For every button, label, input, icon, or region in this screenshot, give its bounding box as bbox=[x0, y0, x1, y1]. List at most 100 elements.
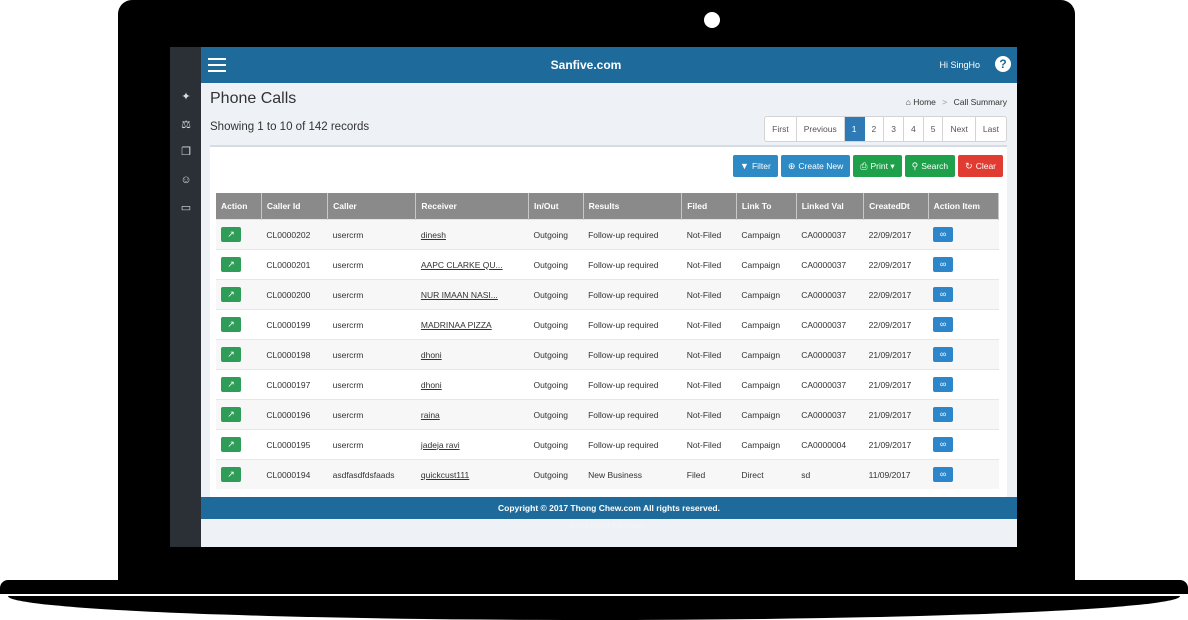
col-caller[interactable]: Caller bbox=[327, 193, 417, 220]
action-cell: ↗ bbox=[216, 369, 262, 400]
cell-results: Follow-up required bbox=[583, 219, 682, 250]
help-icon[interactable]: ? bbox=[995, 56, 1011, 72]
link-icon[interactable]: ∞ bbox=[933, 467, 954, 482]
action-item-cell: ∞ bbox=[928, 279, 999, 310]
cell-linked-val: CA0000037 bbox=[796, 279, 864, 310]
link-icon[interactable]: ∞ bbox=[933, 347, 954, 362]
cell-receiver[interactable]: raina bbox=[415, 399, 529, 430]
filter-button[interactable]: ▼ Filter bbox=[733, 155, 778, 177]
link-icon[interactable]: ∞ bbox=[933, 377, 954, 392]
pager-next[interactable]: Next bbox=[943, 117, 976, 141]
pager-page-2[interactable]: 2 bbox=[865, 117, 885, 141]
open-record-icon[interactable]: ↗ bbox=[221, 317, 241, 332]
open-record-icon[interactable]: ↗ bbox=[221, 407, 241, 422]
footer: Copyright © 2017 Thong Chew.com All righ… bbox=[201, 497, 1017, 519]
pager-first[interactable]: First bbox=[765, 117, 797, 141]
users-icon[interactable]: ☺ bbox=[180, 174, 192, 186]
cell-filed: Not-Filed bbox=[681, 339, 737, 370]
col-caller-id[interactable]: Caller Id bbox=[261, 193, 329, 220]
cell-caller-id: CL0000195 bbox=[261, 429, 328, 460]
cell-receiver[interactable]: jadeja ravi bbox=[415, 429, 529, 460]
open-record-icon[interactable]: ↗ bbox=[221, 257, 241, 272]
cubes-icon[interactable]: ✦ bbox=[181, 91, 191, 103]
cell-link-to: Campaign bbox=[736, 309, 797, 340]
cell-receiver[interactable]: MADRINAA PIZZA bbox=[415, 309, 529, 340]
page-title: Phone Calls bbox=[210, 90, 297, 107]
cell-receiver[interactable]: dinesh bbox=[415, 219, 529, 250]
link-icon[interactable]: ∞ bbox=[933, 407, 954, 422]
cell-caller-id: CL0000202 bbox=[261, 219, 328, 250]
filter-label: Filter bbox=[751, 161, 771, 171]
pagination: First Previous 1 2 3 4 5 Next Last bbox=[764, 116, 1007, 142]
cell-receiver[interactable]: dhoni bbox=[415, 369, 529, 400]
cell-caller-id: CL0000196 bbox=[261, 399, 328, 430]
clear-button[interactable]: ↻ Clear bbox=[958, 155, 1003, 177]
user-greeting[interactable]: Hi SingHo bbox=[939, 60, 980, 70]
col-receiver[interactable]: Receiver bbox=[415, 193, 529, 220]
col-link-to[interactable]: Link To bbox=[736, 193, 797, 220]
cell-linked-val: CA0000004 bbox=[796, 429, 864, 460]
desktop-icon[interactable]: ▭ bbox=[180, 202, 192, 214]
cell-caller: usercrm bbox=[327, 429, 416, 460]
pager-page-1[interactable]: 1 bbox=[844, 117, 865, 141]
cell-link-to: Campaign bbox=[736, 249, 797, 280]
print-button[interactable]: ⎙ Print ▾ bbox=[853, 155, 902, 177]
cell-results: Follow-up required bbox=[583, 279, 682, 310]
pager-page-3[interactable]: 3 bbox=[884, 117, 904, 141]
breadcrumb-home[interactable]: Home bbox=[913, 97, 936, 107]
cell-receiver[interactable]: NUR IMAAN NASI... bbox=[415, 279, 529, 310]
pager-previous[interactable]: Previous bbox=[797, 117, 845, 141]
col-results[interactable]: Results bbox=[583, 193, 683, 220]
cell-filed: Not-Filed bbox=[681, 429, 737, 460]
plus-circle-icon: ⊕ bbox=[787, 161, 796, 171]
pager-page-4[interactable]: 4 bbox=[904, 117, 924, 141]
open-record-icon[interactable]: ↗ bbox=[221, 287, 241, 302]
pager-last[interactable]: Last bbox=[982, 124, 999, 134]
action-cell: ↗ bbox=[216, 399, 262, 430]
action-item-cell: ∞ bbox=[928, 459, 999, 489]
open-record-icon[interactable]: ↗ bbox=[221, 467, 241, 482]
pager-page-5[interactable]: 5 bbox=[924, 117, 944, 141]
balance-scale-icon[interactable]: ⚖ bbox=[181, 119, 191, 131]
link-icon[interactable]: ∞ bbox=[933, 257, 954, 272]
col-action-item[interactable]: Action Item bbox=[928, 193, 1000, 220]
link-icon[interactable]: ∞ bbox=[933, 227, 954, 242]
open-record-icon[interactable]: ↗ bbox=[221, 437, 241, 452]
cell-inout: Outgoing bbox=[528, 459, 584, 489]
cell-results: Follow-up required bbox=[583, 339, 682, 370]
cell-link-to: Campaign bbox=[736, 429, 797, 460]
cell-results: Follow-up required bbox=[583, 399, 682, 430]
open-record-icon[interactable]: ↗ bbox=[221, 347, 241, 362]
col-created[interactable]: CreatedDt bbox=[863, 193, 929, 220]
print-label: Print bbox=[870, 161, 888, 171]
action-cell: ↗ bbox=[216, 309, 262, 340]
link-icon[interactable]: ∞ bbox=[933, 287, 954, 302]
cell-receiver[interactable]: dhoni bbox=[415, 339, 529, 370]
cell-created: 22/09/2017 bbox=[863, 279, 929, 310]
open-record-icon[interactable]: ↗ bbox=[221, 227, 241, 242]
col-filed[interactable]: Filed bbox=[681, 193, 737, 220]
cell-results: Follow-up required bbox=[583, 429, 682, 460]
action-item-cell: ∞ bbox=[928, 219, 999, 250]
cell-linked-val: CA0000037 bbox=[796, 219, 864, 250]
open-record-icon[interactable]: ↗ bbox=[221, 377, 241, 392]
col-inout[interactable]: In/Out bbox=[528, 193, 584, 220]
cell-receiver[interactable]: quickcust111 bbox=[415, 459, 529, 489]
search-button[interactable]: ⚲ Search bbox=[904, 155, 956, 177]
files-icon[interactable]: ❐ bbox=[181, 146, 191, 158]
link-icon[interactable]: ∞ bbox=[933, 317, 954, 332]
cell-created: 11/09/2017 bbox=[863, 459, 929, 489]
action-item-cell: ∞ bbox=[928, 309, 999, 340]
col-linked-val[interactable]: Linked Val bbox=[796, 193, 865, 220]
camera-dot bbox=[704, 12, 720, 28]
cell-receiver[interactable]: AAPC CLARKE QU... bbox=[415, 249, 529, 280]
cell-filed: Not-Filed bbox=[681, 309, 737, 340]
cell-caller-id: CL0000199 bbox=[261, 309, 328, 340]
table-row: ↗ CL0000200 usercrm NUR IMAAN NASI... Outgoi… bbox=[216, 279, 999, 310]
link-icon[interactable]: ∞ bbox=[933, 437, 954, 452]
action-cell: ↗ bbox=[216, 249, 262, 280]
create-new-button[interactable]: ⊕ Create New bbox=[780, 155, 851, 177]
hamburger-menu-icon[interactable] bbox=[208, 58, 226, 72]
cell-caller-id: CL0000201 bbox=[261, 249, 328, 280]
col-action[interactable]: Action bbox=[216, 193, 262, 220]
